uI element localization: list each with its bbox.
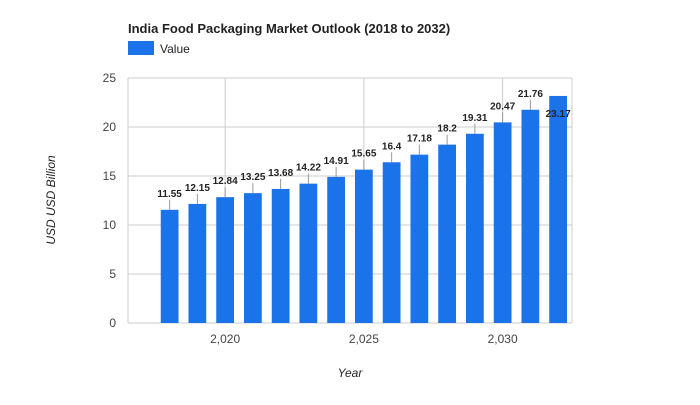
bar[interactable]	[160, 209, 179, 323]
data-label: 13.25	[240, 172, 265, 183]
x-tick-label: 2,020	[210, 332, 240, 346]
x-axis-ticks: 2,020 2,025 2,030	[210, 332, 518, 346]
y-tick-label: 0	[109, 316, 116, 330]
x-tick-label: 2,030	[488, 332, 518, 346]
y-tick-label: 5	[109, 267, 116, 281]
data-label: 19.31	[462, 113, 487, 124]
bar[interactable]	[465, 133, 484, 323]
data-label: 20.47	[490, 101, 515, 112]
x-axis-title: Year	[338, 366, 364, 380]
bar[interactable]	[327, 176, 346, 323]
y-tick-label: 20	[103, 120, 117, 134]
y-tick-label: 15	[103, 169, 117, 183]
y-axis-title: USD USD Billion	[44, 155, 58, 245]
data-label: 16.4	[382, 141, 402, 152]
bar[interactable]	[521, 109, 540, 323]
bar[interactable]	[354, 169, 373, 323]
chart-title: India Food Packaging Market Outlook (201…	[128, 21, 450, 36]
y-axis-ticks: 0 5 10 15 20 25	[103, 71, 117, 330]
bar[interactable]	[493, 122, 512, 323]
data-label: 12.15	[185, 183, 210, 194]
bars	[160, 95, 568, 324]
bar[interactable]	[243, 193, 262, 323]
y-tick-label: 10	[103, 218, 117, 232]
legend[interactable]: Value	[128, 41, 190, 56]
bar[interactable]	[410, 154, 429, 323]
data-label: 23.17	[546, 109, 571, 120]
x-tick-label: 2,025	[349, 332, 379, 346]
bar[interactable]	[188, 203, 207, 323]
bar[interactable]	[216, 197, 235, 323]
bar[interactable]	[382, 162, 401, 323]
bar[interactable]	[271, 188, 290, 323]
legend-swatch	[128, 41, 154, 55]
data-label: 11.55	[157, 189, 182, 200]
y-tick-label: 25	[103, 71, 117, 85]
data-label: 15.65	[351, 149, 376, 160]
bar[interactable]	[299, 183, 318, 323]
data-label: 13.68	[268, 168, 293, 179]
data-label: 17.18	[407, 134, 432, 145]
data-label: 12.84	[213, 176, 238, 187]
bar[interactable]	[438, 144, 457, 323]
data-label: 14.22	[296, 163, 321, 174]
data-label: 18.2	[437, 124, 457, 135]
legend-label: Value	[160, 42, 190, 56]
data-label: 14.91	[324, 156, 349, 167]
bar[interactable]	[549, 95, 568, 324]
data-label: 21.76	[518, 89, 543, 100]
